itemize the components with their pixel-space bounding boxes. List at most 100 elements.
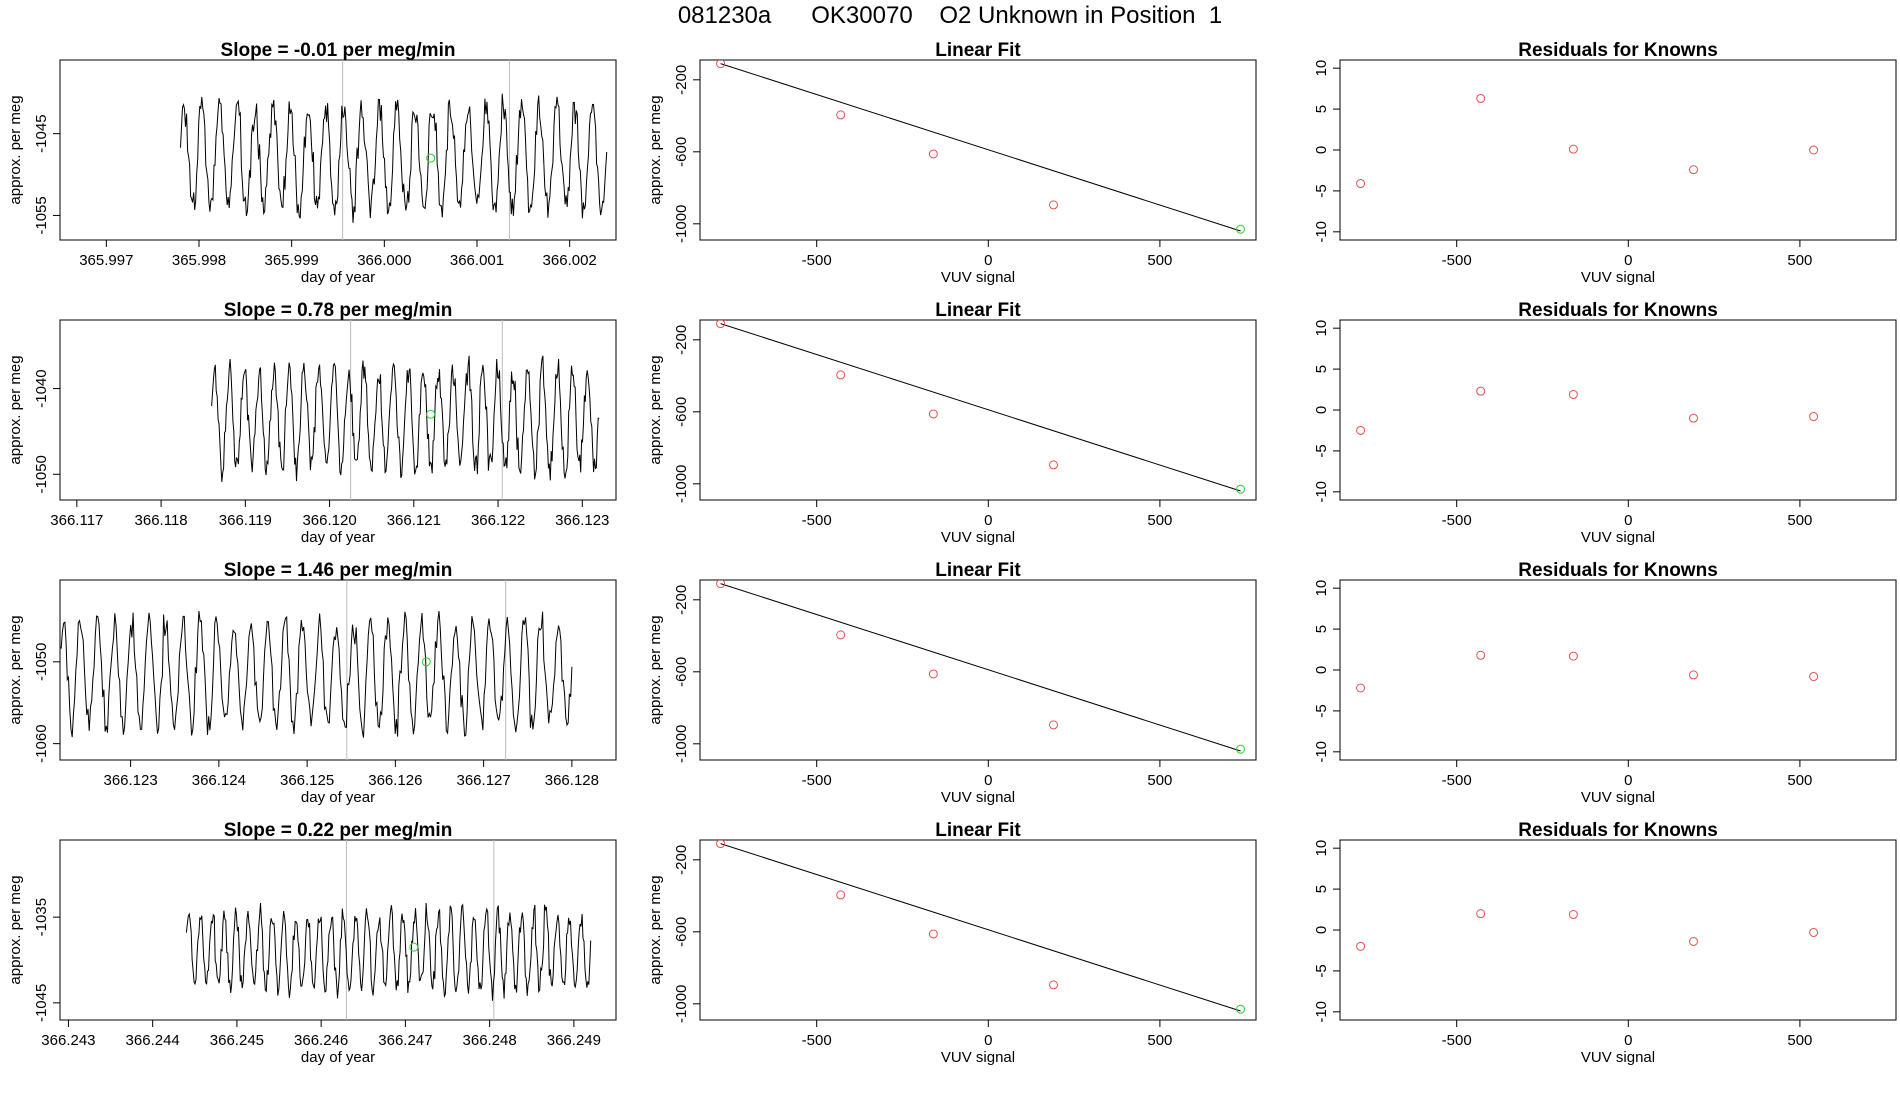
y-tick-label: -1045 [33, 984, 50, 1022]
plot-area [1356, 93, 1819, 189]
panel-title: Linear Fit [935, 560, 1021, 581]
unknown-point [1236, 1004, 1246, 1014]
fit-line [720, 583, 1241, 752]
x-tick-label: 0 [1624, 1032, 1632, 1049]
known-point [716, 60, 726, 69]
panel-1-1: Slope = -0.01 per meg/min 365.997 365.998 3… [7, 40, 617, 286]
panel-title: Residuals for Knowns [1518, 300, 1718, 321]
x-tick-label: 366.249 [547, 1032, 601, 1049]
y-tick-label: -600 [673, 397, 690, 427]
y-axis-label: approx. per meg [7, 875, 24, 984]
x-tick-label: 500 [1787, 252, 1812, 269]
y-tick-label: -1040 [33, 369, 50, 407]
unknown-point [409, 942, 419, 952]
residual-point [1356, 683, 1366, 693]
x-tick-label: 366.243 [41, 1032, 95, 1049]
x-tick-label: -500 [802, 512, 832, 529]
x-tick-label: 0 [1624, 772, 1632, 789]
y-tick-label: -200 [673, 845, 690, 875]
x-tick-label: 366.118 [135, 512, 188, 529]
x-tick-label: 500 [1147, 512, 1172, 529]
y-axis-label: approx. per meg [7, 615, 24, 724]
x-tick-label: 366.122 [471, 512, 525, 529]
panel-title: Linear Fit [935, 40, 1021, 61]
known-point [1049, 200, 1059, 210]
data-trace [60, 611, 573, 738]
plot-area [185, 840, 592, 1020]
x-tick-label: 0 [984, 1032, 992, 1049]
x-tick-label: 366.000 [357, 252, 411, 269]
residual-point [1476, 386, 1486, 396]
y-tick-label: 5 [1313, 885, 1330, 893]
plot-frame [699, 59, 1257, 241]
panel-1-3: Residuals for Knowns -500 0 500 10 5 0 -5 -10 VUV… [1313, 40, 1897, 286]
x-axis-label: VUV signal [941, 1049, 1015, 1066]
fit-line [720, 323, 1241, 492]
y-tick-label: -200 [673, 65, 690, 95]
x-tick-label: 500 [1147, 772, 1172, 789]
plot-area [1356, 650, 1819, 693]
residual-point [1809, 145, 1819, 155]
plot-frame [59, 579, 617, 761]
known-point [836, 110, 846, 120]
x-tick-label: 366.119 [219, 512, 272, 529]
y-tick-label: 5 [1313, 105, 1330, 113]
residual-point [1809, 672, 1819, 682]
x-tick-label: 500 [1787, 512, 1812, 529]
residual-point [1809, 412, 1819, 422]
y-tick-label: 0 [1313, 666, 1330, 674]
y-tick-label: 5 [1313, 625, 1330, 633]
x-axis-label: day of year [301, 529, 375, 546]
y-tick-label: -1045 [33, 114, 50, 152]
y-tick-label: -1060 [33, 724, 50, 762]
data-trace [185, 902, 592, 1001]
residual-point [1568, 144, 1578, 154]
residual-point [1568, 909, 1578, 919]
known-point [716, 320, 726, 329]
panel-title: Linear Fit [935, 820, 1021, 841]
y-tick-label: -1000 [673, 725, 690, 763]
y-tick-label: -10 [1313, 1001, 1330, 1023]
plot-frame [1339, 319, 1897, 501]
residual-point [1476, 650, 1486, 660]
plot-frame [1339, 579, 1897, 761]
x-tick-label: 366.120 [302, 512, 356, 529]
y-tick-label: -600 [673, 917, 690, 947]
plot-frame [699, 319, 1257, 501]
plot-area [716, 60, 1246, 234]
y-tick-label: -600 [673, 137, 690, 167]
y-axis-label: approx. per meg [647, 875, 664, 984]
y-tick-label: 10 [1313, 320, 1330, 337]
y-tick-label: -10 [1313, 221, 1330, 243]
x-tick-label: 366.247 [378, 1032, 432, 1049]
x-tick-label: 366.123 [555, 512, 609, 529]
x-axis-label: day of year [301, 1049, 375, 1066]
x-tick-label: -500 [1442, 1032, 1472, 1049]
y-tick-label: -10 [1313, 741, 1330, 763]
known-point [1049, 980, 1059, 990]
x-axis-label: VUV signal [1581, 529, 1655, 546]
panel-title: Linear Fit [935, 300, 1021, 321]
known-point [928, 929, 938, 939]
panel-title: Slope = -0.01 per meg/min [221, 40, 456, 61]
x-tick-label: 0 [1624, 512, 1632, 529]
data-trace [211, 355, 600, 482]
x-tick-label: -500 [802, 252, 832, 269]
panel-title: Residuals for Knowns [1518, 820, 1718, 841]
x-tick-label: 500 [1147, 252, 1172, 269]
x-tick-label: 0 [1624, 252, 1632, 269]
x-tick-label: 500 [1787, 1032, 1812, 1049]
unknown-point [421, 657, 431, 667]
plot-area [716, 320, 1246, 494]
plot-frame [699, 579, 1257, 761]
panel-title: Residuals for Knowns [1518, 560, 1718, 581]
x-axis-label: VUV signal [941, 269, 1015, 286]
y-tick-label: 10 [1313, 840, 1330, 857]
x-tick-label: 366.126 [368, 772, 422, 789]
figure-title: 081230a OK30070 O2 Unknown in Position 1 [677, 2, 1223, 29]
unknown-point [426, 153, 436, 163]
known-point [928, 669, 938, 679]
y-tick-label: -1000 [673, 985, 690, 1023]
residual-point [1568, 651, 1578, 661]
x-axis-label: VUV signal [1581, 789, 1655, 806]
